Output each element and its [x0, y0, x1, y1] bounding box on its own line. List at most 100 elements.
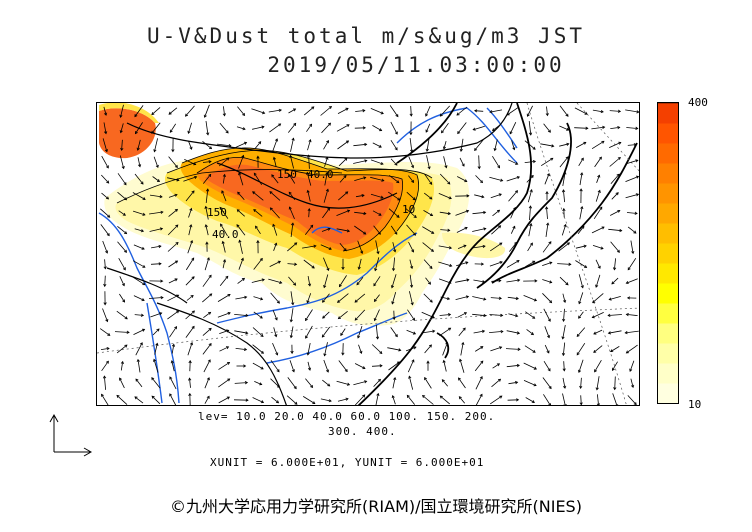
wind-arrow: [253, 258, 263, 270]
wind-arrow: [337, 108, 349, 114]
wind-arrow-head: [394, 231, 398, 235]
wind-arrow-head: [346, 124, 350, 128]
wind-arrow: [441, 122, 449, 134]
wind-arrow-head: [466, 194, 470, 198]
wind-arrow: [117, 191, 127, 201]
wind-arrow-head: [429, 181, 433, 185]
wind-arrow-head: [288, 173, 292, 178]
wind-arrow: [388, 174, 400, 184]
wind-arrow: [608, 330, 622, 334]
wind-arrow-head: [600, 246, 604, 250]
contour-label: 10: [402, 203, 415, 216]
wind-arrow-head: [289, 335, 293, 339]
wind-arrow: [148, 297, 164, 299]
wind-arrow-head: [483, 313, 487, 318]
wind-arrow: [321, 122, 331, 134]
colorbar-segment: [658, 123, 678, 144]
wind-arrow-head: [380, 195, 384, 199]
wind-arrow: [595, 259, 601, 269]
wind-arrow: [272, 309, 278, 321]
wind-arrow: [625, 193, 639, 199]
wind-arrow-head: [142, 265, 146, 268]
wind-arrow: [234, 330, 248, 334]
wind-arrow-head: [546, 172, 550, 177]
wind-arrow-head: [364, 159, 368, 163]
wind-arrow-head: [194, 175, 198, 179]
wind-arrow-head: [169, 376, 173, 380]
wind-arrow: [373, 225, 381, 235]
wind-arrow: [506, 364, 520, 368]
wind-arrow-head: [493, 147, 497, 152]
wind-arrow: [474, 110, 484, 112]
wind-arrow: [439, 173, 451, 185]
wind-arrow: [374, 294, 380, 302]
wind-arrow-head: [259, 257, 263, 262]
wind-arrow: [269, 261, 281, 267]
wind-arrow-head: [464, 179, 468, 183]
wind-arrow: [340, 328, 346, 336]
wind-arrow: [422, 226, 434, 234]
wind-arrow: [202, 161, 212, 163]
wind-arrow-head: [600, 109, 604, 114]
wind-arrow: [626, 159, 638, 165]
wind-arrow-head: [546, 350, 550, 354]
wind-arrow: [544, 326, 550, 338]
wind-arrow: [540, 143, 554, 147]
wind-arrow-head: [107, 332, 111, 336]
reference-vector-icon: [49, 413, 93, 457]
wind-arrow-head: [607, 331, 612, 335]
wind-arrow: [217, 143, 231, 147]
wind-arrow: [305, 378, 313, 388]
wind-arrow-head: [509, 131, 513, 135]
wind-arrow: [593, 329, 603, 335]
wind-arrow-head: [176, 294, 180, 298]
wind-arrow: [610, 127, 620, 129]
wind-arrow-head: [153, 149, 157, 153]
wind-arrow-head: [461, 163, 465, 167]
wind-arrow-head: [344, 157, 348, 161]
wind-arrow-head: [191, 325, 195, 329]
wind-arrow-head: [153, 358, 157, 362]
wind-arrow: [255, 225, 261, 235]
wind-arrow-head: [459, 148, 463, 152]
wind-arrow-head: [237, 191, 241, 195]
wind-arrow: [559, 105, 569, 117]
wind-arrow-head: [140, 181, 144, 185]
wind-arrow-head: [321, 334, 325, 338]
wind-arrow: [372, 125, 382, 131]
wind-arrow-head: [354, 299, 358, 303]
wind-arrow: [578, 274, 584, 288]
wind-arrow: [625, 109, 639, 113]
wind-arrow: [237, 209, 245, 217]
wind-arrow-head: [499, 242, 503, 246]
wind-arrow: [151, 122, 161, 134]
wind-arrow-head: [209, 293, 213, 297]
wind-arrow: [320, 398, 332, 402]
wind-arrow-head: [311, 265, 315, 269]
wind-arrow-head: [105, 318, 109, 323]
wind-arrow: [137, 157, 141, 167]
wind-arrow: [374, 257, 380, 271]
wind-arrow-head: [529, 223, 533, 227]
chart-title-line1: U-V&Dust total m/s&ug/m3 JST: [146, 24, 585, 48]
wind-arrow: [423, 259, 433, 269]
wind-arrow: [546, 206, 548, 220]
wind-arrow-head: [328, 105, 333, 110]
wind-arrow: [406, 329, 416, 335]
wind-arrow-head: [103, 283, 107, 288]
wind-arrow-head: [498, 193, 502, 197]
wind-arrow-head: [565, 113, 569, 117]
wind-arrow: [390, 121, 398, 135]
wind-arrow-head: [307, 367, 312, 371]
wind-arrow-head: [123, 249, 127, 253]
wind-arrow-head: [635, 126, 639, 130]
wind-arrow: [204, 104, 210, 118]
wind-arrow: [234, 314, 248, 316]
wind-arrow-head: [612, 267, 617, 271]
wind-arrow-head: [279, 280, 283, 284]
wind-arrow-head: [424, 376, 427, 381]
wind-arrow-head: [597, 265, 601, 269]
wind-arrow: [149, 194, 163, 198]
wind-arrow-head: [406, 394, 410, 398]
colorbar-segment: [658, 143, 678, 164]
